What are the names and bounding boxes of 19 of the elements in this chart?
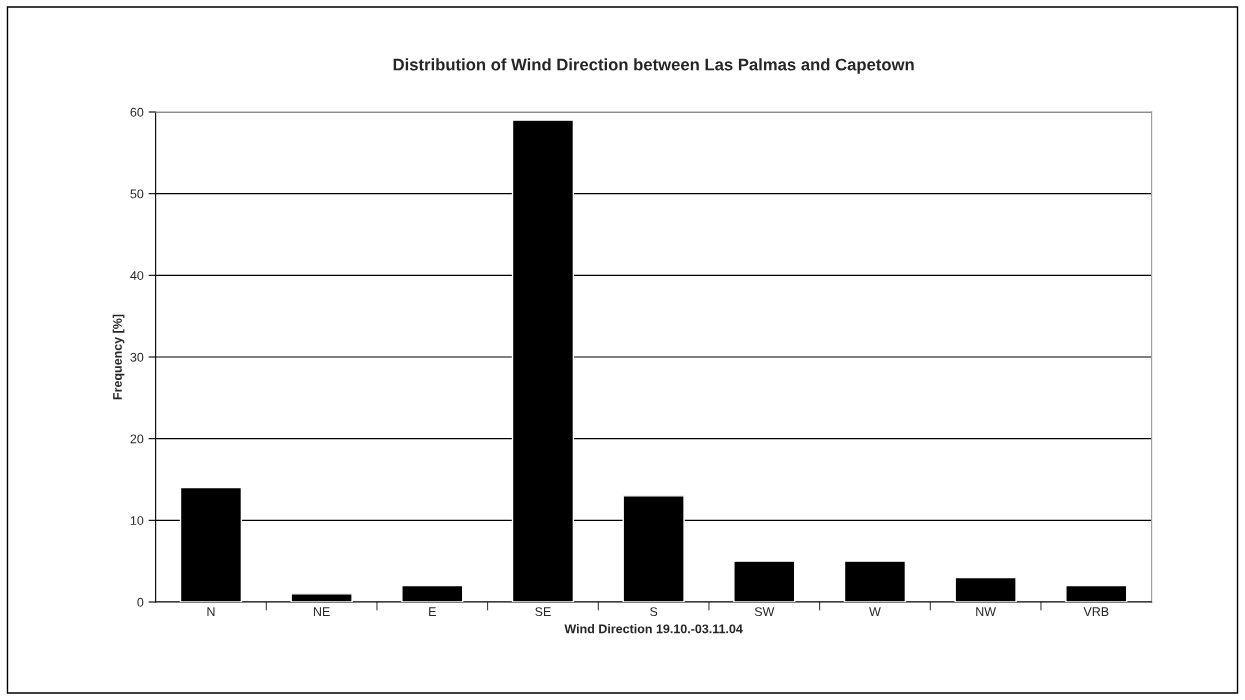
x-tick-label: S	[650, 607, 658, 617]
x-tick-label: SW	[754, 607, 775, 617]
y-tick-label: 50	[130, 189, 144, 199]
x-axis-title: Wind Direction 19.10.-03.11.04	[564, 624, 743, 634]
x-tick-label: E	[429, 607, 436, 616]
y-tick-label: 0	[137, 597, 144, 607]
chart-title: Distribution of Wind Direction between Las Palmas and Capetown	[393, 58, 914, 74]
x-tick-label: NE	[313, 607, 330, 616]
x-tick-label: W	[869, 607, 881, 616]
x-tick-label: SE	[535, 607, 551, 617]
y-tick-label: 40	[130, 271, 144, 280]
y-tick-label: 10	[130, 516, 144, 525]
y-axis-title: Frequency [%]	[112, 314, 125, 400]
y-tick-label: 20	[130, 434, 144, 444]
y-tick-label: 30	[130, 352, 144, 362]
x-tick-label: VRB	[1083, 607, 1109, 616]
x-tick-label: NW	[976, 607, 996, 616]
x-tick-label: N	[207, 607, 215, 616]
y-tick-label: 60	[130, 107, 144, 117]
